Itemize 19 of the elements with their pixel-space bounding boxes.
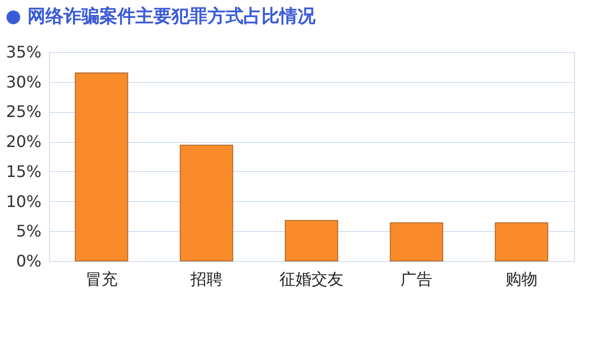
chart-title: ● 网络诈骗案件主要犯罪方式占比情况 xyxy=(5,6,316,27)
x-tick-label: 冒充 xyxy=(86,270,118,288)
bar xyxy=(284,220,338,262)
y-tick-label: 30% xyxy=(6,72,42,92)
y-tick-label: 10% xyxy=(6,192,42,211)
x-tick-label: 购物 xyxy=(506,270,538,288)
x-tick-label: 招聘 xyxy=(190,270,222,288)
bar xyxy=(180,144,234,262)
y-tick-label: 25% xyxy=(6,102,42,122)
y-tick-label: 5% xyxy=(16,222,42,241)
x-tick-label: 广告 xyxy=(400,270,432,288)
y-tick-label: 15% xyxy=(6,162,42,181)
x-tick-label: 征婚交友 xyxy=(280,270,344,288)
bar xyxy=(74,72,128,262)
bar xyxy=(390,222,444,262)
y-tick-label: 0% xyxy=(16,252,42,270)
y-tick-label: 20% xyxy=(6,132,42,152)
bar xyxy=(494,222,548,262)
y-tick-label: 35% xyxy=(6,42,42,62)
